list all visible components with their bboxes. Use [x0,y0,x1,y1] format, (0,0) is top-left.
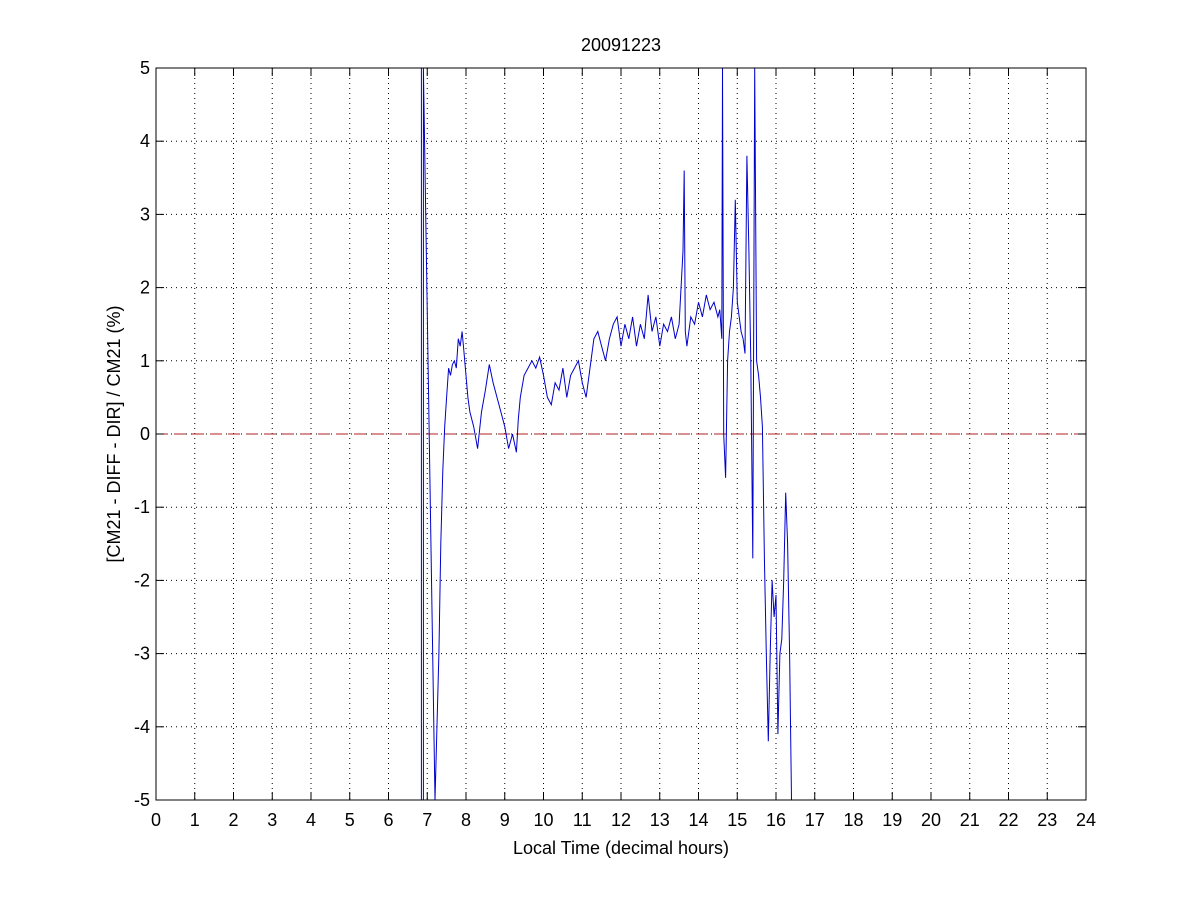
y-tick-label: 1 [140,351,150,371]
y-tick-label: -1 [134,497,150,517]
x-tick-label: 6 [383,810,393,830]
x-tick-label: 10 [533,810,553,830]
x-tick-label: 2 [228,810,238,830]
y-axis-label: [CM21 - DIFF - DIR] / CM21 (%) [104,305,124,562]
y-tick-label: 5 [140,58,150,78]
y-tick-label: -5 [134,790,150,810]
x-tick-labels: 0 1 2 3 4 5 6 7 8 9 10 11 12 13 14 15 16 17 18 19 20 21 22 23 24 [151,810,1096,830]
x-tick-label: 13 [650,810,670,830]
y-tick-label: -2 [134,570,150,590]
x-tick-label: 20 [921,810,941,830]
chart-title: 20091223 [581,35,661,55]
x-tick-label: 24 [1076,810,1096,830]
x-tick-label: 1 [190,810,200,830]
x-tick-label: 22 [998,810,1018,830]
x-tick-label: 19 [882,810,902,830]
y-tick-label: 0 [140,424,150,444]
x-tick-label: 12 [611,810,631,830]
x-tick-label: 9 [500,810,510,830]
y-tick-label: 3 [140,204,150,224]
series-group [420,67,792,801]
x-tick-label: 21 [960,810,980,830]
y-tick-label: -3 [134,644,150,664]
y-tick-label: -4 [134,717,150,737]
x-tick-label: 23 [1037,810,1057,830]
y-tick-label: 2 [140,278,150,298]
x-tick-label: 14 [688,810,708,830]
axis-ticks [155,67,1087,801]
y-tick-label: 4 [140,131,150,151]
y-tick-labels: 5 4 3 2 1 0 -1 -2 -3 -4 -5 [134,58,150,810]
x-tick-label: 16 [766,810,786,830]
x-tick-label: 18 [843,810,863,830]
x-tick-label: 5 [345,810,355,830]
x-tick-label: 0 [151,810,161,830]
x-tick-label: 15 [727,810,747,830]
x-axis-label: Local Time (decimal hours) [513,838,729,858]
series-line-0 [420,67,792,801]
x-tick-label: 11 [573,810,592,830]
x-tick-label: 7 [422,810,432,830]
x-tick-label: 17 [805,810,825,830]
x-tick-label: 4 [306,810,316,830]
x-tick-label: 3 [267,810,277,830]
x-tick-label: 8 [461,810,471,830]
